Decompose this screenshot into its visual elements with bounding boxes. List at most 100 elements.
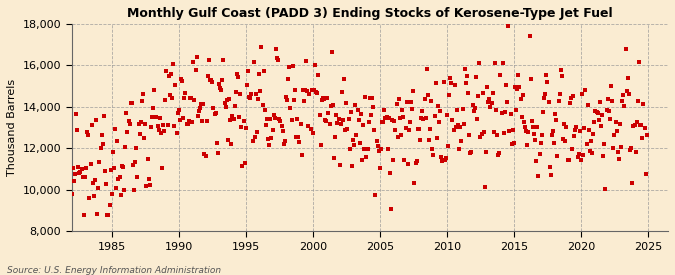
Point <box>433 120 444 124</box>
Point <box>443 144 454 148</box>
Point <box>406 100 416 104</box>
Point <box>505 111 516 116</box>
Point <box>352 108 363 112</box>
Point <box>402 162 413 166</box>
Point <box>199 152 210 156</box>
Point <box>331 113 342 117</box>
Point <box>350 103 360 107</box>
Point <box>148 105 159 110</box>
Point <box>464 133 475 138</box>
Point <box>136 98 147 103</box>
Point <box>484 97 495 101</box>
Point <box>561 125 572 129</box>
Point <box>600 187 611 192</box>
Point <box>381 115 392 119</box>
Point <box>152 124 163 129</box>
Point <box>307 131 318 136</box>
Point <box>591 110 602 114</box>
Point <box>437 158 448 163</box>
Point <box>572 155 583 159</box>
Point <box>221 97 232 102</box>
Point <box>165 72 176 76</box>
Point <box>324 122 335 127</box>
Point <box>443 93 454 97</box>
Point <box>225 118 236 122</box>
Point <box>139 135 150 140</box>
Point <box>76 167 87 171</box>
Point <box>97 133 107 137</box>
Point <box>181 122 192 126</box>
Point <box>598 153 609 158</box>
Point <box>66 192 77 197</box>
Point <box>412 126 423 131</box>
Point <box>228 117 239 121</box>
Point <box>458 121 469 126</box>
Point <box>529 132 539 136</box>
Point <box>81 166 92 170</box>
Point <box>578 153 589 157</box>
Point <box>559 122 570 126</box>
Point <box>608 146 619 150</box>
Point <box>364 95 375 100</box>
Point <box>339 77 350 81</box>
Point <box>271 47 281 51</box>
Point <box>346 110 356 114</box>
Point <box>383 116 394 121</box>
Point <box>618 93 629 97</box>
Point <box>522 142 533 147</box>
Point <box>502 100 512 104</box>
Point <box>612 129 622 133</box>
Point <box>238 119 249 123</box>
Point <box>460 67 470 72</box>
Point <box>226 142 237 146</box>
Point <box>588 131 599 136</box>
Point <box>583 103 593 107</box>
Point <box>211 141 222 145</box>
Point <box>184 96 195 101</box>
Point <box>375 166 385 170</box>
Point <box>172 111 183 115</box>
Point <box>129 188 140 192</box>
Point <box>359 147 370 152</box>
Point <box>217 78 227 82</box>
Point <box>240 125 251 130</box>
Point <box>239 161 250 166</box>
Point <box>112 139 123 143</box>
Title: Monthly Gulf Coast (PADD 3) Ending Stocks of Kerosene-Type Jet Fuel: Monthly Gulf Coast (PADD 3) Ending Stock… <box>127 7 613 20</box>
Point <box>157 166 167 170</box>
Point <box>124 122 135 126</box>
Point <box>136 120 146 124</box>
Point <box>323 111 334 115</box>
Point <box>617 99 628 103</box>
Point <box>93 186 104 191</box>
Point <box>188 60 198 65</box>
Point <box>325 104 336 108</box>
Point <box>281 95 292 99</box>
Point <box>460 81 471 85</box>
Point <box>595 100 605 104</box>
Point <box>605 84 616 88</box>
Point <box>515 97 526 101</box>
Point <box>116 164 127 168</box>
Point <box>273 58 284 62</box>
Point <box>593 118 604 122</box>
Point <box>616 145 626 149</box>
Point <box>500 110 510 114</box>
Point <box>446 81 457 86</box>
Point <box>213 82 224 86</box>
Point <box>626 146 637 150</box>
Point <box>452 108 462 112</box>
Point <box>353 118 364 123</box>
Point <box>198 102 209 106</box>
Point <box>372 144 383 148</box>
Point <box>547 133 558 138</box>
Point <box>627 181 638 185</box>
Point <box>398 115 408 119</box>
Point <box>497 61 508 65</box>
Point <box>187 120 198 125</box>
Point <box>68 166 78 170</box>
Point <box>250 92 261 96</box>
Point <box>134 132 145 136</box>
Point <box>448 127 459 132</box>
Point <box>487 90 498 95</box>
